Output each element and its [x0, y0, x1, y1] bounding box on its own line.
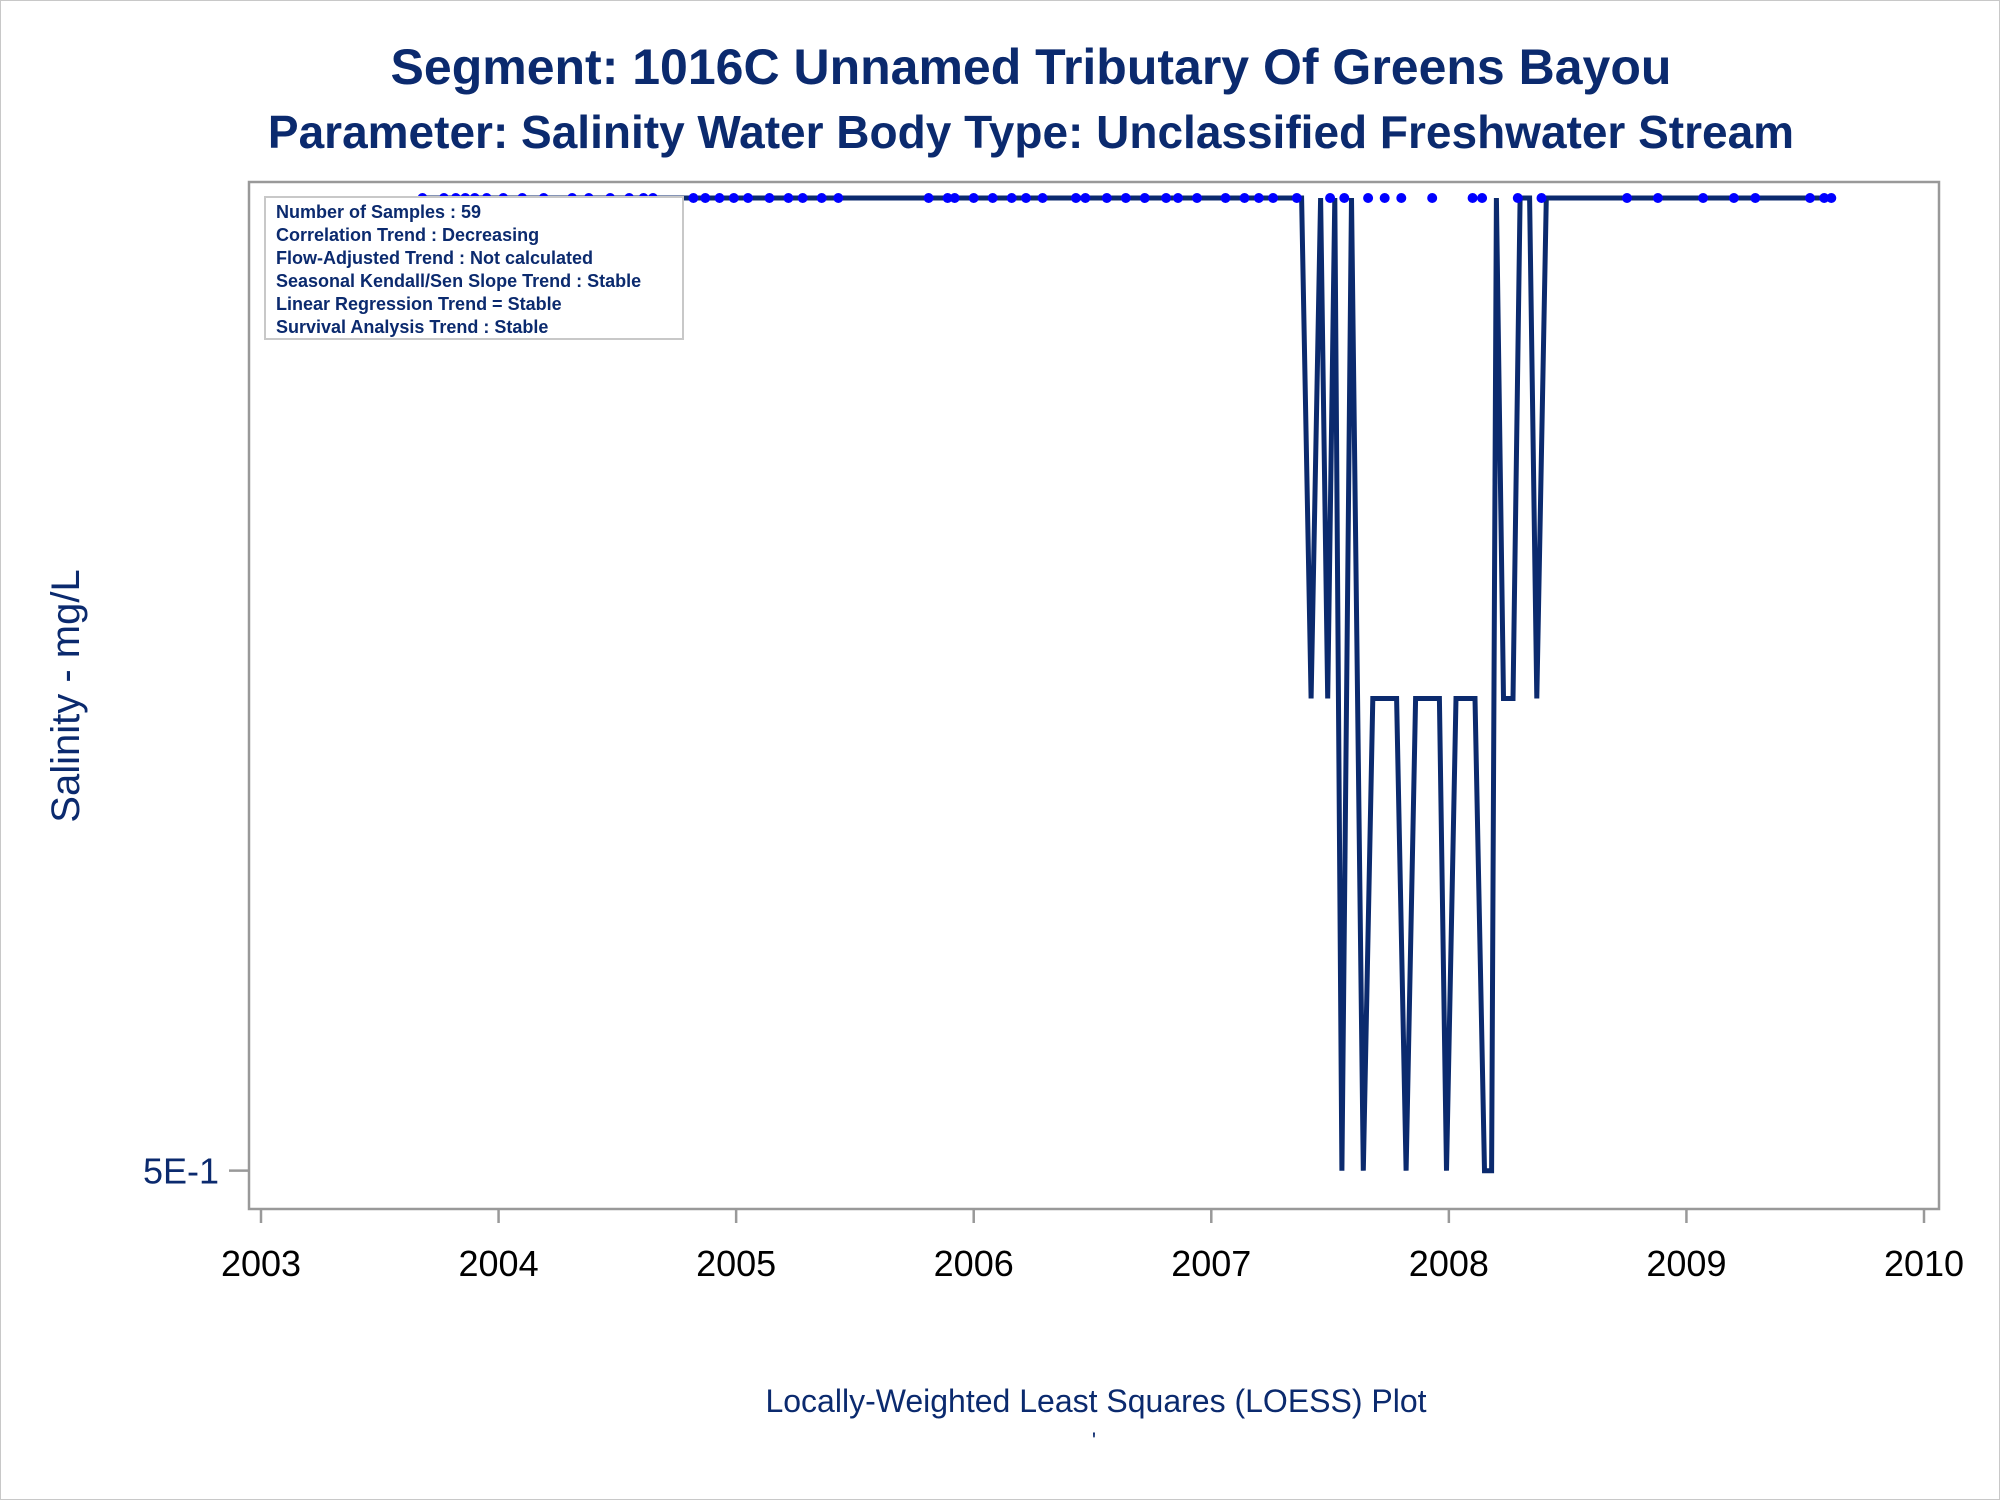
- x-tick-label: 2009: [1646, 1243, 1726, 1284]
- data-point: [1826, 193, 1837, 203]
- info-line-survival: Survival Analysis Trend : Stable: [276, 317, 548, 337]
- data-point: [1220, 193, 1231, 203]
- data-point: [1750, 193, 1761, 203]
- data-point: [987, 193, 998, 203]
- data-point: [1622, 193, 1632, 203]
- x-tick-label: 2010: [1884, 1243, 1964, 1284]
- data-point: [1325, 193, 1336, 203]
- data-point: [923, 193, 934, 203]
- data-point: [1021, 193, 1031, 203]
- data-point: [1379, 193, 1390, 203]
- data-point: [833, 193, 844, 203]
- chart-title: Segment: 1016C Unnamed Tributary Of Gree…: [391, 39, 1672, 95]
- data-point: [1120, 193, 1131, 203]
- data-point: [714, 193, 725, 203]
- y-axis-title: Salinity - mg/L: [44, 569, 88, 822]
- loess-line: [422, 195, 1832, 1174]
- data-point: [728, 193, 739, 203]
- data-point: [743, 193, 753, 203]
- data-point: [1253, 193, 1264, 203]
- info-line-correlation: Correlation Trend : Decreasing: [276, 225, 539, 245]
- data-point: [1239, 193, 1250, 203]
- data-point: [1805, 193, 1815, 203]
- data-point: [700, 193, 711, 203]
- data-point: [1101, 193, 1112, 203]
- data-point: [797, 193, 808, 203]
- data-point: [1819, 193, 1830, 203]
- data-point: [1698, 193, 1709, 203]
- data-point: [783, 193, 794, 203]
- trend-info-box: Number of Samples : 59 Correlation Trend…: [264, 196, 684, 340]
- data-point: [968, 193, 979, 203]
- data-point: [1006, 193, 1017, 203]
- x-tick-label: 2004: [459, 1243, 539, 1284]
- info-line-samples: Number of Samples : 59: [276, 202, 481, 222]
- data-point: [1477, 193, 1488, 203]
- data-point: [1070, 193, 1081, 203]
- info-box-frame: [264, 196, 684, 340]
- data-point: [1339, 193, 1350, 203]
- info-line-flow-adjusted: Flow-Adjusted Trend : Not calculated: [276, 248, 593, 268]
- y-axis: 5E-1: [143, 1151, 249, 1192]
- x-tick-label: 2008: [1409, 1243, 1489, 1284]
- data-point: [1427, 193, 1438, 203]
- x-axis-title: Locally-Weighted Least Squares (LOESS) P…: [765, 1383, 1426, 1419]
- data-marks: [417, 193, 1837, 1174]
- x-tick-label: 2003: [221, 1243, 301, 1284]
- data-point: [1080, 193, 1091, 203]
- x-tick-label: 2005: [696, 1243, 776, 1284]
- data-point: [688, 193, 699, 203]
- data-point: [1536, 193, 1547, 203]
- data-point: [1652, 193, 1663, 203]
- data-point: [1291, 193, 1302, 203]
- data-point: [1268, 193, 1279, 203]
- footnote-mark: ': [1092, 1428, 1096, 1453]
- data-point: [1363, 193, 1374, 203]
- x-tick-label: 2007: [1171, 1243, 1251, 1284]
- data-point: [1467, 193, 1478, 203]
- data-point: [1192, 193, 1202, 203]
- data-point: [942, 193, 953, 203]
- info-line-seasonal-kendall: Seasonal Kendall/Sen Slope Trend : Stabl…: [276, 271, 641, 291]
- chart-subtitle: Parameter: Salinity Water Body Type: Unc…: [268, 106, 1794, 158]
- data-point: [816, 193, 827, 203]
- data-point: [1396, 193, 1407, 203]
- data-point: [1173, 193, 1183, 203]
- x-tick-label: 2006: [934, 1243, 1014, 1284]
- x-axis: 2003 2004 2005 2006 2007 2008 2009 2010: [221, 1209, 1964, 1284]
- data-point: [1512, 193, 1523, 203]
- data-point: [1037, 193, 1048, 203]
- data-point: [949, 193, 960, 203]
- plot-area: [247, 180, 1941, 1211]
- data-point: [1139, 193, 1150, 203]
- data-point: [1728, 193, 1739, 203]
- data-point: [764, 193, 775, 203]
- y-tick-label: 5E-1: [143, 1151, 219, 1192]
- data-point: [1161, 193, 1172, 203]
- info-line-linear-regression: Linear Regression Trend = Stable: [276, 294, 562, 314]
